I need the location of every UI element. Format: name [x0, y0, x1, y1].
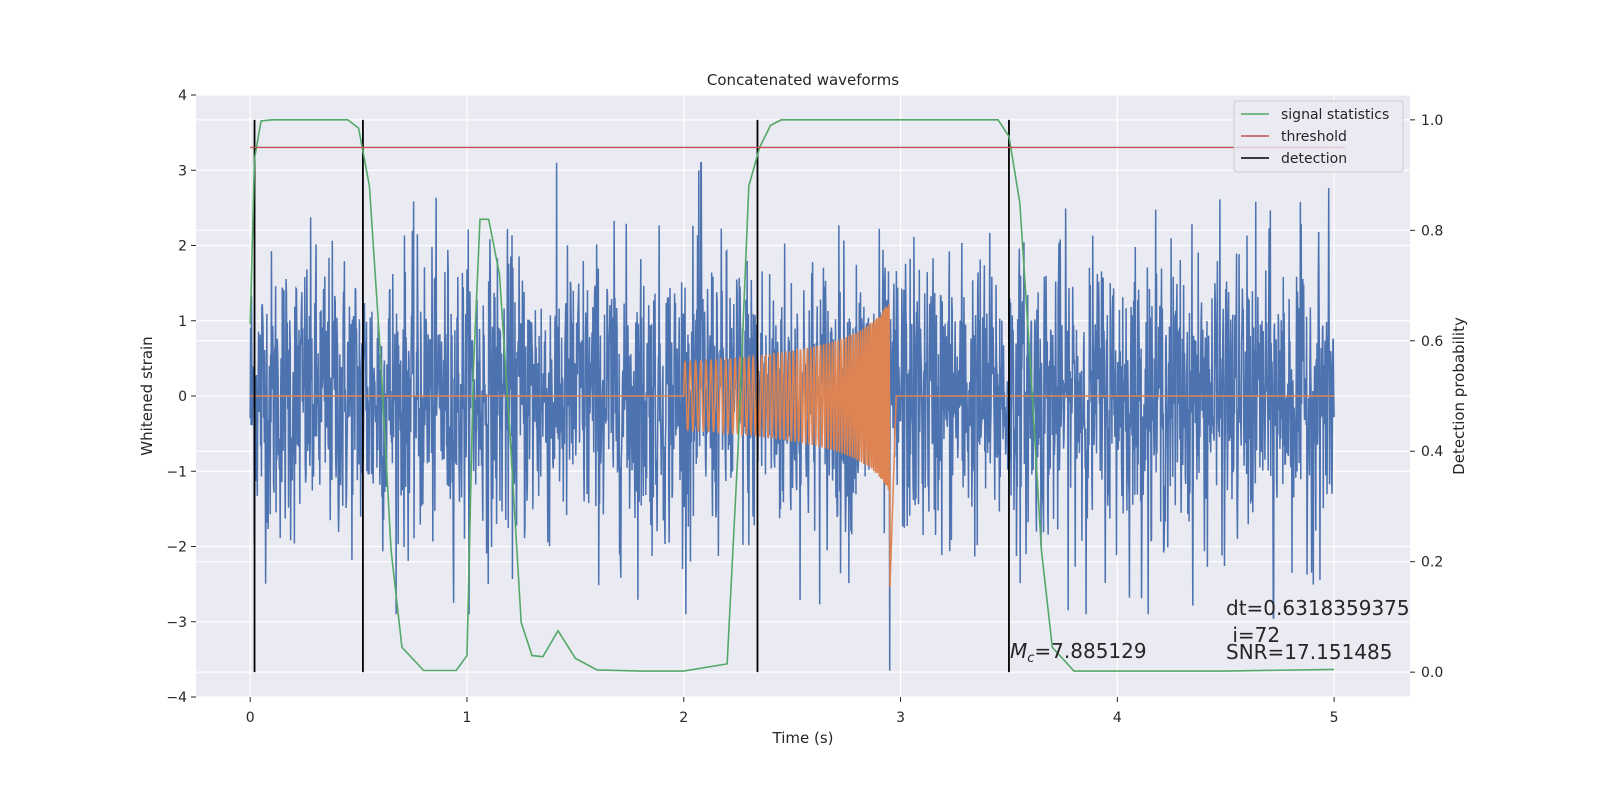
x-tick-label: 5 — [1330, 710, 1339, 726]
x-tick-label: 0 — [246, 710, 255, 726]
y-tick-label: 4 — [178, 88, 187, 104]
detection-lines — [253, 119, 1010, 673]
y2-tick-label: 0.2 — [1421, 555, 1443, 571]
y-tick-label: 3 — [178, 163, 187, 179]
legend: signal statistics threshold detection — [1233, 100, 1404, 173]
y-tick-label: −3 — [166, 615, 187, 631]
legend-label-detection: detection — [1281, 151, 1347, 167]
x-axis-label: Time (s) — [772, 729, 834, 747]
y2-tick-label: 0.6 — [1421, 334, 1443, 350]
chirp-mass-annotation: Mc=7.885129 — [1010, 639, 1147, 666]
y2-tick-label: 1.0 — [1421, 113, 1443, 129]
x-tick-label: 2 — [679, 710, 688, 726]
y2-tick-label: 0.8 — [1421, 223, 1443, 239]
y-tick-label: 1 — [178, 314, 187, 330]
y-axis-label: Whitened strain — [138, 336, 156, 455]
series-injected-chirp — [250, 304, 1335, 588]
chirp-mass-value: =7.885129 — [1034, 639, 1146, 663]
chirp-mass-subscript: c — [1027, 651, 1034, 666]
legend-label-threshold: threshold — [1281, 129, 1347, 145]
x-tick-label: 4 — [1113, 710, 1122, 726]
plot-area — [249, 119, 1345, 673]
chirp-mass-symbol: M — [1010, 639, 1027, 663]
y2-tick-label: 0.4 — [1421, 444, 1443, 460]
dt-annotation: dt=0.6318359375 — [1226, 596, 1410, 620]
index-annotation: i=72 — [1226, 623, 1280, 647]
snr-annotation: SNR=17.151485 — [1226, 640, 1392, 664]
axes: 0 1 2 3 4 5 −4 −3 −2 −1 0 1 2 3 4 0.0 0.2 0.4 0.6 0.8 1.0 — [166, 88, 1443, 726]
x-tick-label: 1 — [463, 710, 472, 726]
y-tick-label: 2 — [178, 239, 187, 255]
y-tick-label: −4 — [166, 690, 187, 706]
annotations: Mc=7.885129 dt=0.6318359375 i=72 SNR=17.… — [1010, 596, 1410, 666]
x-tick-label: 3 — [896, 710, 905, 726]
series-signal-statistics — [249, 119, 1335, 672]
y-tick-label: −1 — [166, 464, 187, 480]
legend-label-signal-statistics: signal statistics — [1281, 107, 1389, 123]
chart-title: Concatenated waveforms — [707, 71, 899, 89]
y2-tick-label: 0.0 — [1421, 665, 1443, 681]
y-tick-label: 0 — [178, 389, 187, 405]
legend-box — [1233, 100, 1404, 173]
y-tick-label: −2 — [166, 540, 187, 556]
y2-axis-label: Detection probability — [1450, 317, 1468, 475]
